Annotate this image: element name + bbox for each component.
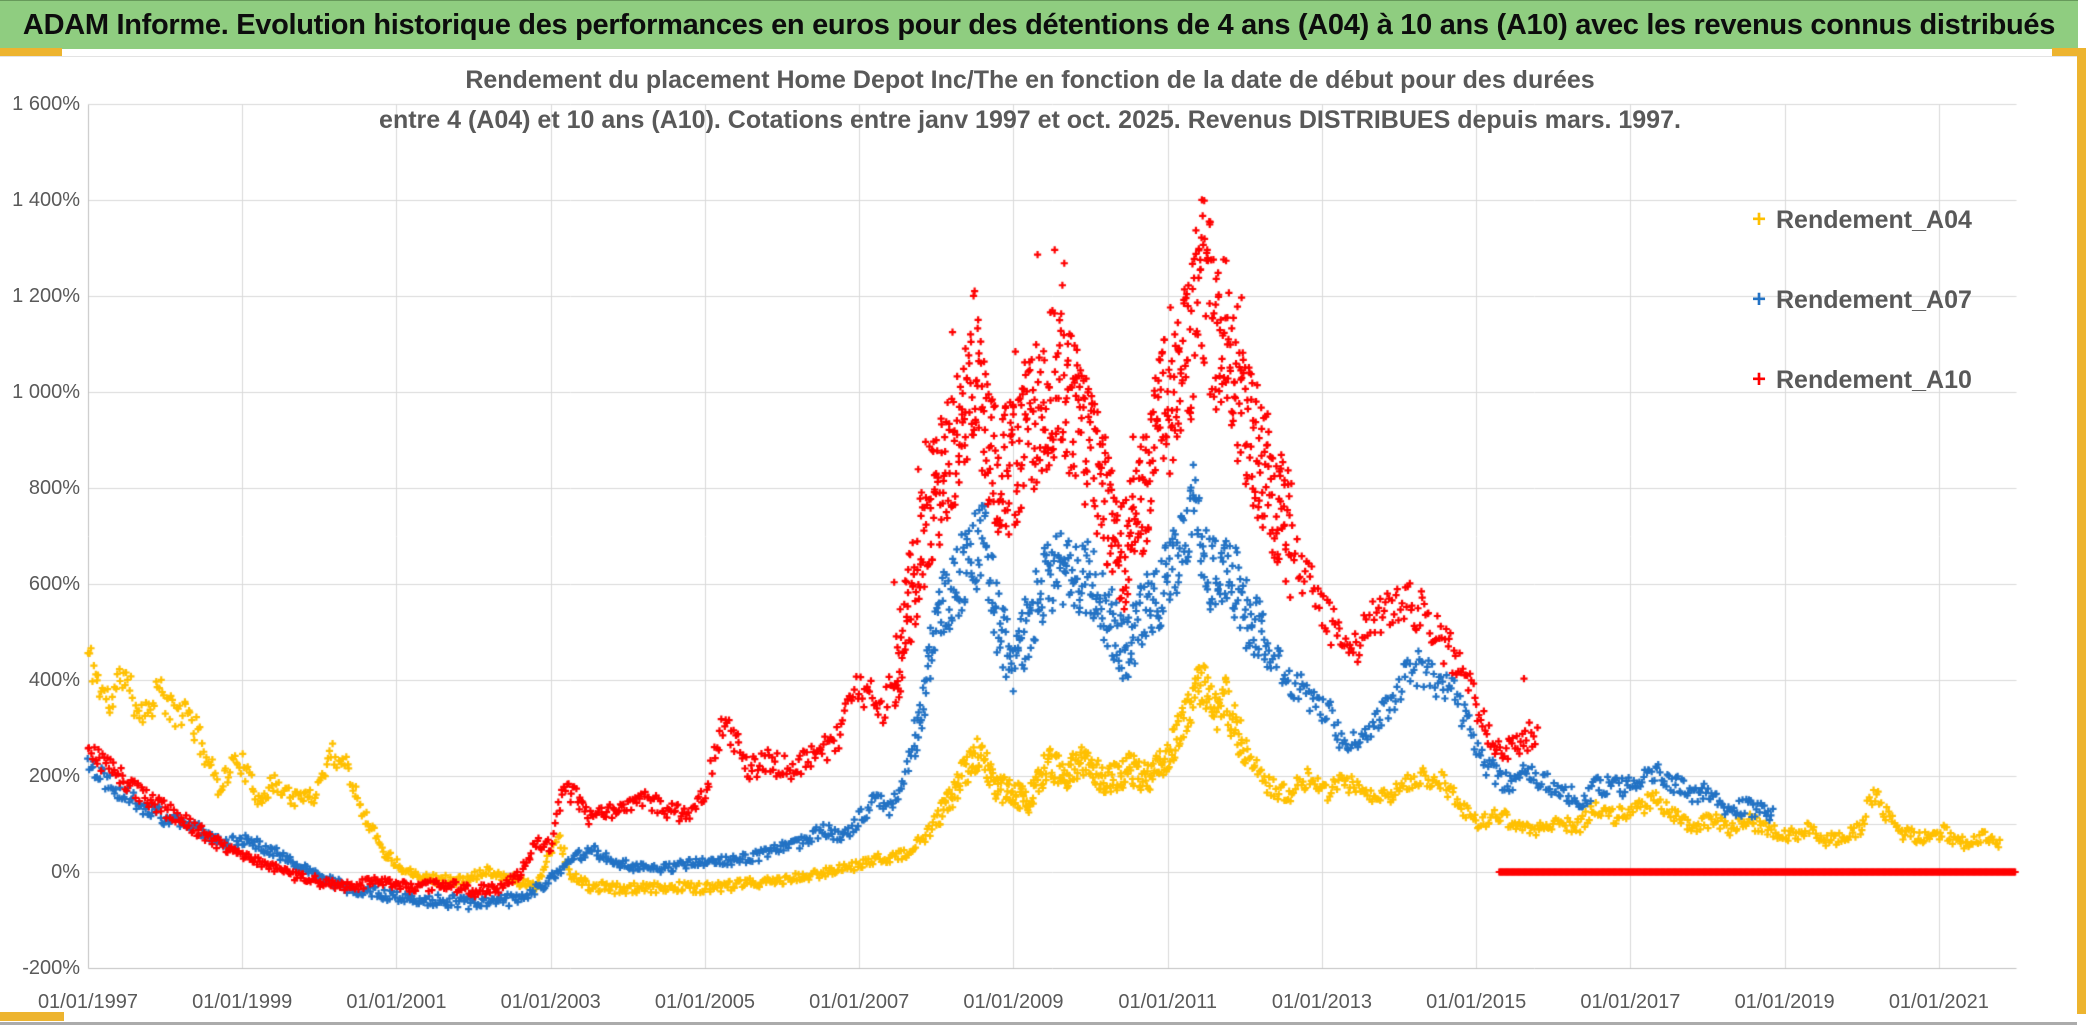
chart-title-line2: entre 4 (A04) et 10 ans (A10). Cotations… [379,106,1681,134]
legend-item-a10[interactable]: + Rendement_A10 [1742,360,1972,400]
legend-label-a07: Rendement_A07 [1776,285,1972,314]
x-axis-label: 01/01/1999 [192,991,293,1013]
chart-title: Rendement du placement Home Depot Inc/Th… [250,60,1810,140]
y-axis-label: 1 200% [12,285,80,307]
chart-title-line1: Rendement du placement Home Depot Inc/Th… [465,66,1595,94]
x-axis-label: 01/01/2013 [1271,991,1372,1013]
y-axis-label: 1 400% [12,189,80,211]
y-axis-label: 600% [28,573,80,595]
x-axis-label: 01/01/2005 [654,991,755,1013]
x-axis-label: 01/01/2015 [1426,991,1527,1013]
x-axis-label: 01/01/2017 [1580,991,1681,1013]
x-axis-label: 01/01/1997 [37,991,139,1013]
plus-marker-icon: + [1751,206,1766,233]
x-axis-label: 01/01/2009 [963,991,1064,1013]
legend-label-a04: Rendement_A04 [1776,205,1972,234]
y-axis-label: 1 600% [12,93,80,115]
y-axis-label: 800% [28,477,80,499]
legend-item-a04[interactable]: + Rendement_A04 [1742,200,1972,240]
y-axis-label: 1 000% [12,381,80,403]
y-axis-label: 400% [28,669,80,691]
x-axis-label: 01/01/2003 [500,991,601,1013]
y-axis-label: 200% [28,765,80,787]
legend-label-a10: Rendement_A10 [1776,365,1972,394]
y-axis-label: -200% [22,957,80,979]
chart-legend: + Rendement_A04 + Rendement_A07 + Rendem… [1742,200,1972,440]
x-axis-label: 01/01/2007 [809,991,910,1013]
x-axis-label: 01/01/2021 [1888,991,1989,1013]
plus-marker-icon: + [1751,286,1766,313]
y-axis-label: 0% [51,861,80,883]
x-axis-label: 01/01/2001 [346,991,447,1013]
plus-marker-icon: + [1751,366,1766,393]
x-axis-label: 01/01/2011 [1118,991,1217,1013]
legend-item-a07[interactable]: + Rendement_A07 [1742,280,1972,320]
x-axis-label: 01/01/2019 [1734,991,1835,1013]
